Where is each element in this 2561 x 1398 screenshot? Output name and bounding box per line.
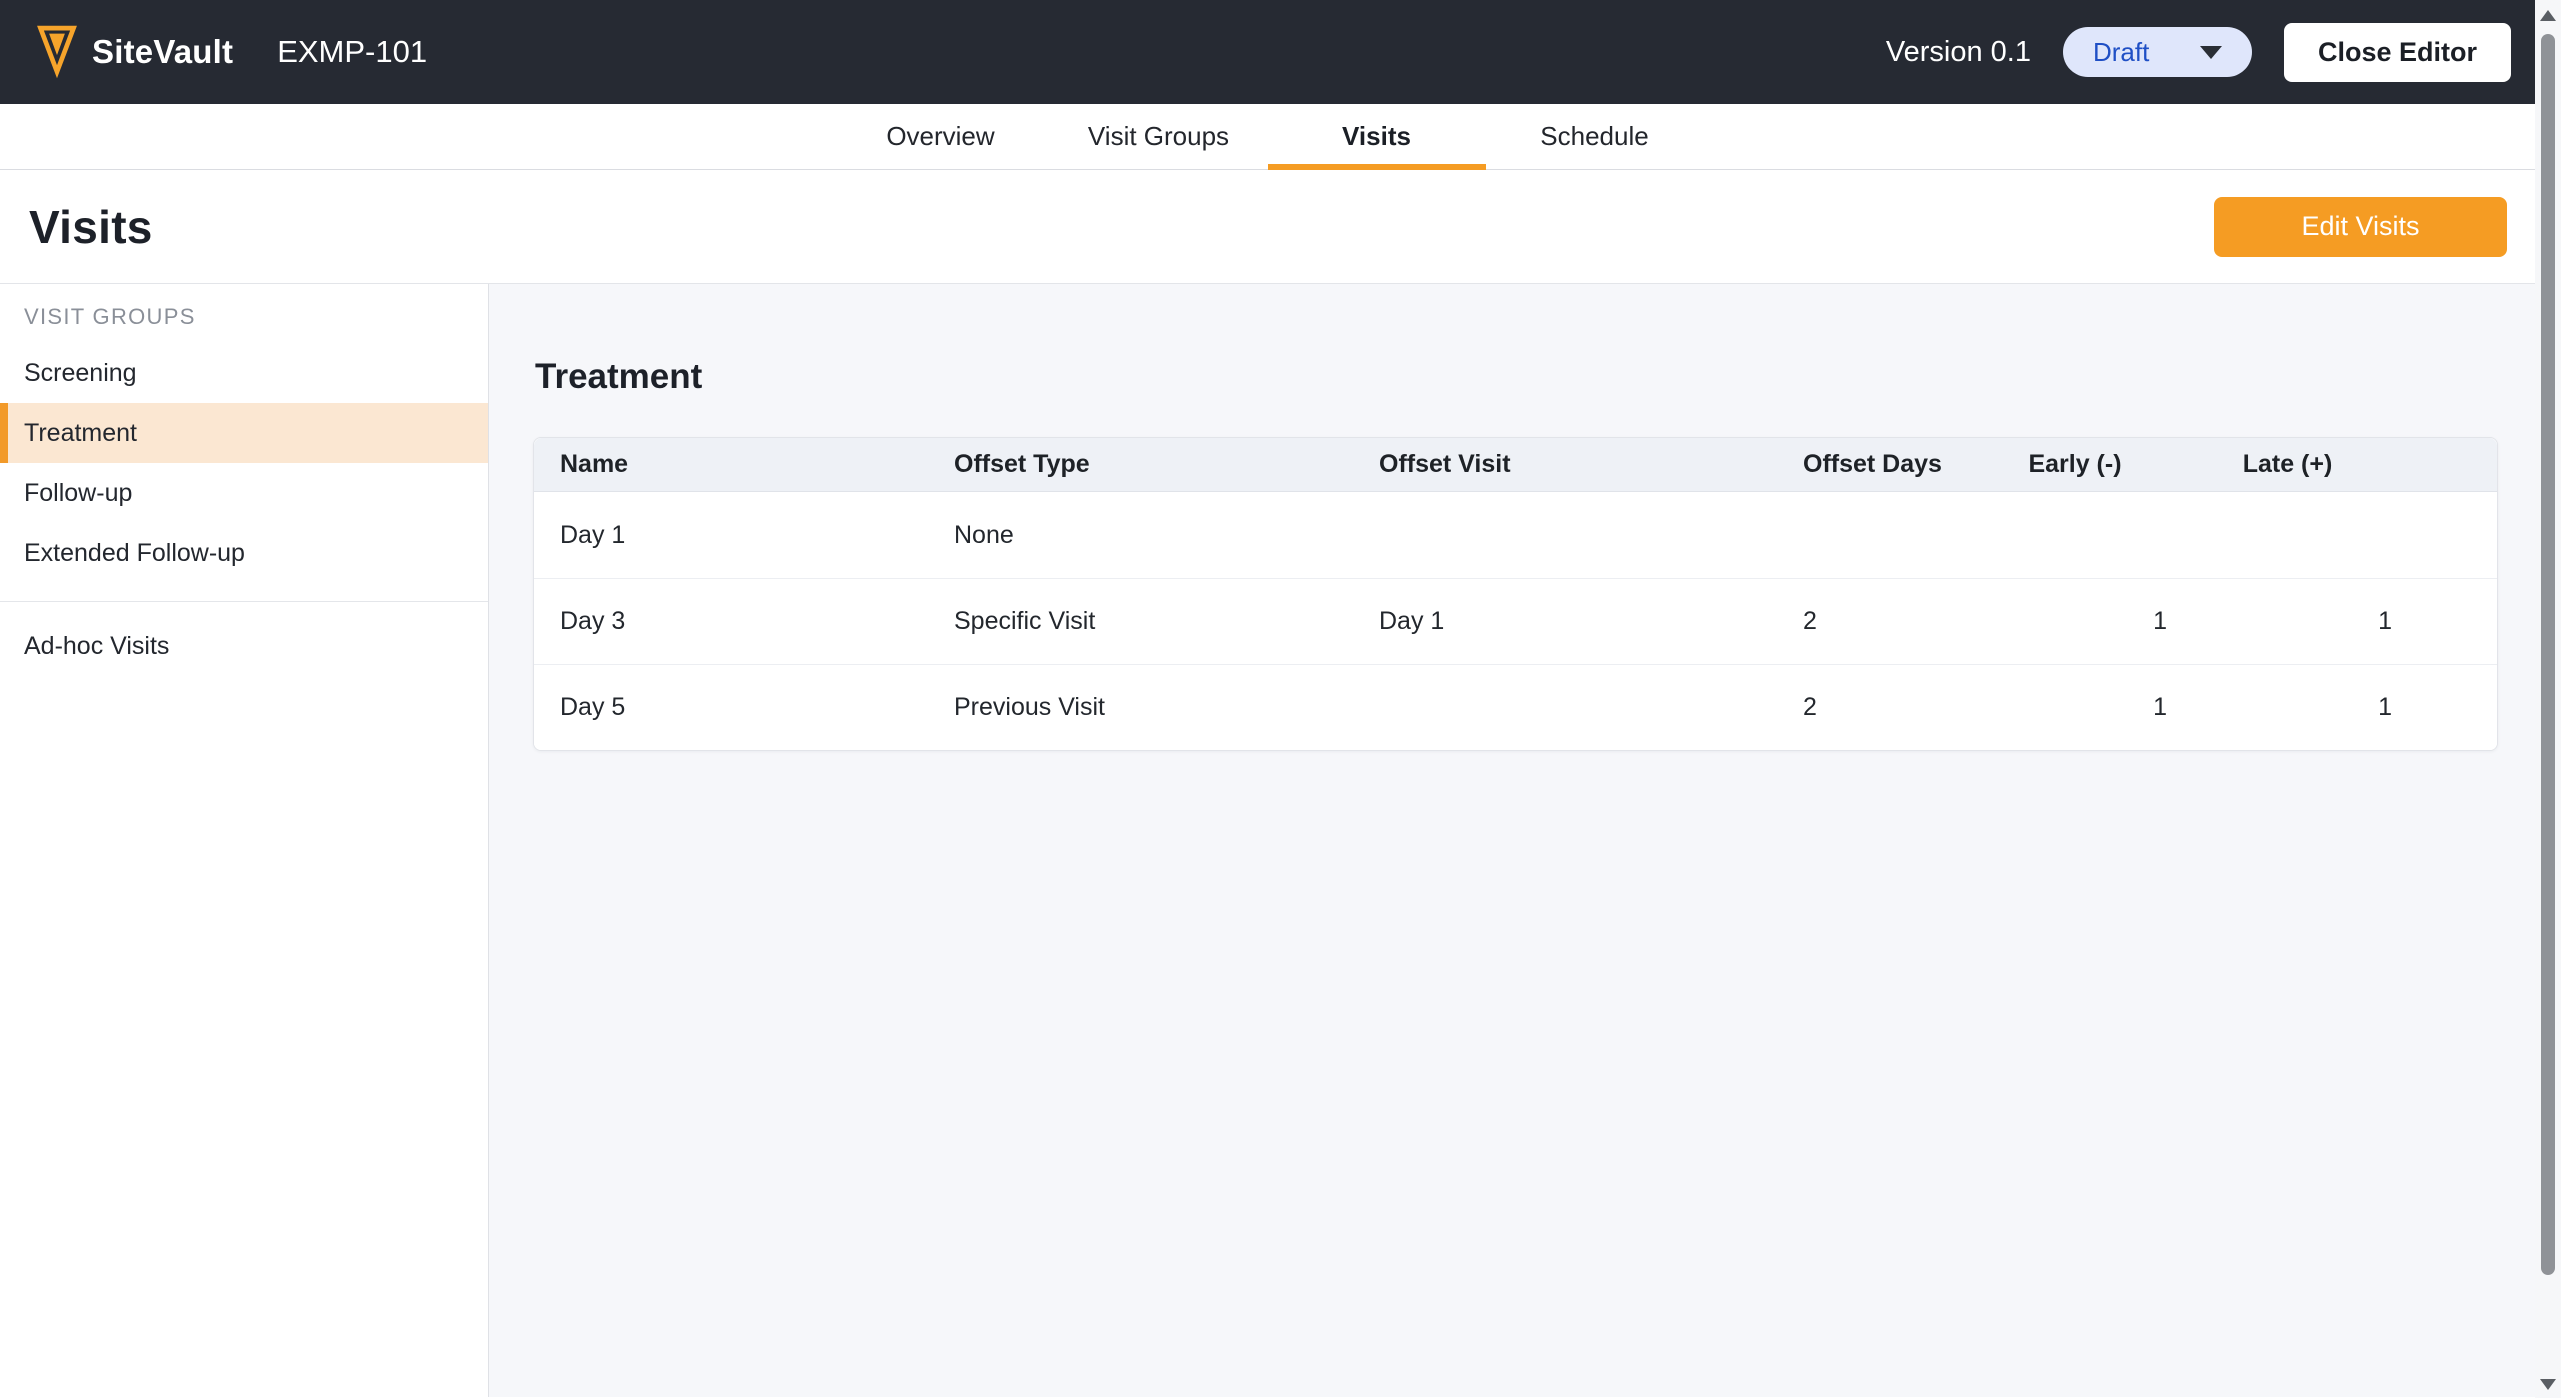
cell-offset-days: 2 — [1803, 693, 1817, 721]
main-content: Treatment Name Offset Type Offset Visit Off… — [489, 284, 2535, 1397]
study-id: EXMP-101 — [277, 34, 428, 69]
cell-offset-visit: Day 1 — [1379, 607, 1445, 635]
cell-early-: 1 — [2153, 607, 2167, 635]
cell-offset-type: Specific Visit — [954, 607, 1096, 635]
sitevault-logo-icon — [37, 25, 77, 79]
column-header-offset-days: Offset Days — [1803, 450, 1942, 478]
column-header-early-: Early (-) — [2028, 450, 2122, 478]
column-header-offset-visit: Offset Visit — [1379, 450, 1511, 478]
cell-offset-days — [1803, 492, 1975, 578]
tab-bar: Overview Visit Groups Visits Schedule — [0, 104, 2535, 170]
scroll-up-icon[interactable] — [2540, 10, 2556, 21]
table-header-row: Name Offset Type Offset Visit Offset Days Ea… — [534, 438, 2497, 492]
sidebar-item-follow-up[interactable]: Follow-up — [24, 478, 133, 507]
visit-group-list: Screening Treatment Follow-up Extended Foll… — [0, 343, 488, 583]
brand: SiteVault — [36, 25, 233, 79]
vertical-scrollbar[interactable] — [2535, 0, 2561, 1398]
tab-overview[interactable]: Overview — [886, 121, 995, 151]
top-header: SiteVault EXMP-101 Version 0.1 Draft Clo… — [0, 0, 2535, 104]
page-header: Visits Edit Visits — [0, 170, 2535, 284]
cell-offset-type: Previous Visit — [954, 693, 1105, 721]
cell-early- — [1975, 492, 2175, 578]
tab-schedule[interactable]: Schedule — [1540, 121, 1649, 151]
scrollbar-thumb[interactable] — [2541, 34, 2555, 1275]
sidebar-item-extended-follow-up[interactable]: Extended Follow-up — [24, 538, 245, 567]
column-header-name: Name — [560, 450, 629, 478]
scroll-down-icon[interactable] — [2540, 1379, 2556, 1390]
sidebar-item-treatment[interactable]: Treatment — [0, 403, 488, 463]
sidebar-section-label: VISIT GROUPS — [24, 304, 196, 329]
status-badge: Draft — [2092, 36, 2150, 67]
sidebar-divider — [0, 601, 488, 602]
tab-visits[interactable]: Visits — [1267, 104, 1486, 170]
cell-name: Day 1 — [560, 520, 626, 549]
cell-offset-visit — [1379, 492, 1803, 578]
chevron-down-icon — [2199, 45, 2222, 59]
column-header-offset-type: Offset Type — [954, 450, 1090, 478]
cell-late- — [2175, 492, 2400, 578]
cell-offset-days: 2 — [1803, 607, 1817, 635]
table-row[interactable]: Day 5 Previous Visit 2 1 1 — [534, 664, 2497, 750]
cell-name: Day 5 — [560, 693, 626, 721]
cell-offset-type: None — [954, 520, 1014, 549]
close-editor-button[interactable]: Close Editor — [2283, 22, 2511, 82]
version-label: Version 0.1 — [1885, 35, 2031, 68]
visits-table: Name Offset Type Offset Visit Offset Days Ea… — [533, 437, 2498, 751]
tab-visit-groups[interactable]: Visit Groups — [1087, 121, 1230, 151]
status-dropdown[interactable]: Draft — [2062, 27, 2252, 77]
sidebar-item-ad-hoc-visits[interactable]: Ad-hoc Visits — [24, 631, 170, 660]
body: VISIT GROUPS Screening Treatment Follow-up… — [0, 284, 2535, 1397]
cell-late-: 1 — [2378, 607, 2392, 635]
brand-name: SiteVault — [92, 33, 234, 70]
table-body: Day 1 None Day 3 Specific Visit Day 1 2 1 1 Day … — [534, 492, 2497, 750]
sidebar-item-screening[interactable]: Screening — [24, 358, 137, 387]
topbar-actions: Version 0.1 Draft Close Editor — [1885, 22, 2511, 82]
table-row[interactable]: Day 3 Specific Visit Day 1 2 1 1 — [534, 578, 2497, 664]
table-row[interactable]: Day 1 None — [534, 492, 2497, 578]
column-header-late-: Late (+) — [2242, 450, 2333, 478]
visit-group-title: Treatment — [535, 357, 703, 396]
sidebar: VISIT GROUPS Screening Treatment Follow-up… — [0, 284, 489, 1397]
cell-early-: 1 — [2153, 693, 2167, 721]
cell-name: Day 3 — [560, 607, 626, 635]
cell-late-: 1 — [2378, 693, 2392, 721]
edit-visits-button[interactable]: Edit Visits — [2214, 196, 2507, 257]
cell-offset-visit — [1379, 665, 1803, 750]
page-title: Visits — [29, 200, 153, 253]
